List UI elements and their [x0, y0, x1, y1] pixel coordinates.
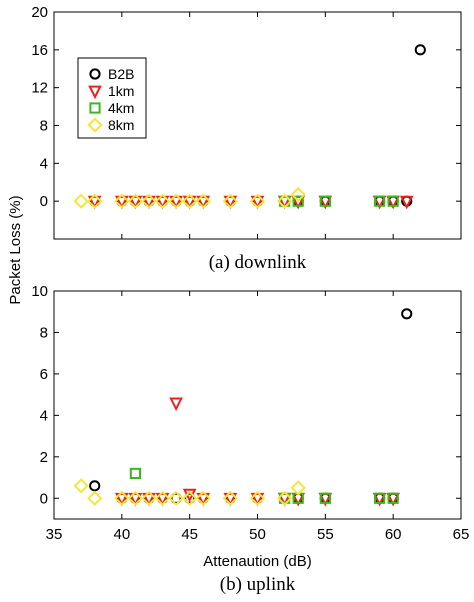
data-point-4km	[129, 467, 142, 479]
legend-marker-1km	[88, 85, 102, 100]
data-point-1km	[155, 492, 170, 507]
data-point-8km	[168, 490, 184, 506]
data-point-b2b	[401, 308, 413, 320]
data-point-4km	[387, 492, 399, 504]
y-tick-label: 2	[40, 449, 48, 466]
data-point-8km	[222, 490, 238, 506]
y-tick-label: 8	[40, 324, 48, 341]
data-point-8km	[114, 490, 130, 506]
data-point-4km	[279, 492, 291, 504]
y-tick-label: 20	[31, 4, 48, 21]
data-point-4km	[387, 195, 399, 207]
data-point-4km	[319, 492, 331, 504]
legend-label: 4km	[108, 100, 134, 116]
legend-marker-b2b	[89, 68, 101, 80]
y-axis-title: Packet Loss (%)	[7, 195, 24, 304]
data-point-8km	[168, 193, 184, 209]
data-point-1km	[128, 195, 143, 210]
data-point-4km	[292, 195, 304, 207]
y-tick-label: 6	[40, 366, 48, 383]
data-point-1km	[115, 195, 129, 210]
data-point-8km	[154, 193, 171, 209]
x-axis-title: Attenaution (dB)	[203, 553, 311, 570]
data-point-8km	[127, 193, 144, 209]
data-point-8km	[182, 490, 198, 506]
x-tick-label: 55	[317, 526, 334, 543]
x-tick-label: 35	[46, 526, 63, 543]
y-tick-label: 8	[40, 118, 48, 135]
data-point-8km	[87, 490, 103, 506]
y-tick-label: 12	[31, 80, 48, 97]
data-point-1km	[142, 195, 156, 210]
data-point-1km	[182, 195, 197, 210]
data-point-4km	[374, 195, 386, 207]
data-point-1km	[250, 492, 265, 507]
data-point-1km	[223, 195, 238, 210]
data-point-1km	[142, 492, 156, 507]
data-point-1km	[169, 397, 183, 412]
data-point-8km	[277, 193, 293, 209]
y-tick-label: 4	[40, 407, 48, 424]
y-tick-label: 0	[40, 193, 48, 210]
data-point-b2b	[89, 480, 101, 492]
data-point-8km	[141, 490, 157, 506]
data-point-4km	[374, 492, 386, 504]
data-point-8km	[249, 490, 266, 506]
panel-caption: (b) uplink	[220, 574, 296, 595]
data-point-8km	[87, 193, 103, 209]
legend-label: B2B	[108, 66, 134, 82]
data-point-1km	[155, 195, 170, 210]
y-tick-label: 10	[31, 283, 48, 300]
data-point-b2b	[184, 492, 196, 504]
y-tick-label: 4	[40, 155, 48, 172]
data-point-4km	[319, 195, 331, 207]
plot-frame	[53, 290, 462, 520]
data-point-1km	[196, 492, 211, 507]
x-tick-label: 65	[453, 526, 470, 543]
data-point-8km	[249, 193, 266, 209]
data-point-b2b	[414, 44, 426, 56]
panel-caption: (a) downlink	[209, 252, 307, 273]
data-point-1km	[169, 195, 183, 210]
data-point-b2b	[170, 492, 182, 504]
data-point-8km	[290, 186, 306, 203]
legend-marker-4km	[89, 102, 101, 114]
data-point-1km	[223, 492, 238, 507]
data-point-8km	[141, 193, 157, 209]
x-tick-label: 50	[249, 526, 266, 543]
data-point-8km	[222, 193, 238, 209]
data-point-8km	[182, 193, 198, 209]
data-point-8km	[277, 490, 293, 506]
data-point-1km	[87, 195, 102, 210]
y-tick-label: 0	[40, 490, 48, 507]
data-point-1km	[250, 195, 265, 210]
data-point-8km	[195, 193, 211, 209]
data-point-8km	[154, 490, 171, 506]
data-point-1km	[196, 195, 211, 210]
data-point-8km	[114, 193, 130, 209]
data-point-4km	[279, 195, 291, 207]
uplink-panel: 0 2 4 6 8 10 35 40 45 50 55 60 65 Attenaution (dB) (b)…	[31, 283, 469, 595]
legend-label: 1km	[108, 83, 134, 99]
y-tick-label: 16	[31, 42, 48, 59]
data-point-1km	[399, 195, 414, 210]
x-tick-label: 45	[181, 526, 198, 543]
data-point-8km	[127, 490, 144, 506]
legend-marker-8km	[87, 117, 103, 133]
x-tick-label: 40	[113, 526, 130, 543]
data-point-8km	[195, 490, 211, 506]
data-point-8km	[73, 193, 89, 209]
data-point-1km	[128, 492, 143, 507]
data-point-8km	[290, 480, 306, 496]
x-tick-label: 60	[385, 526, 402, 543]
data-point-8km	[73, 478, 89, 494]
data-point-1km	[115, 492, 129, 507]
legend-label: 8km	[108, 117, 134, 133]
